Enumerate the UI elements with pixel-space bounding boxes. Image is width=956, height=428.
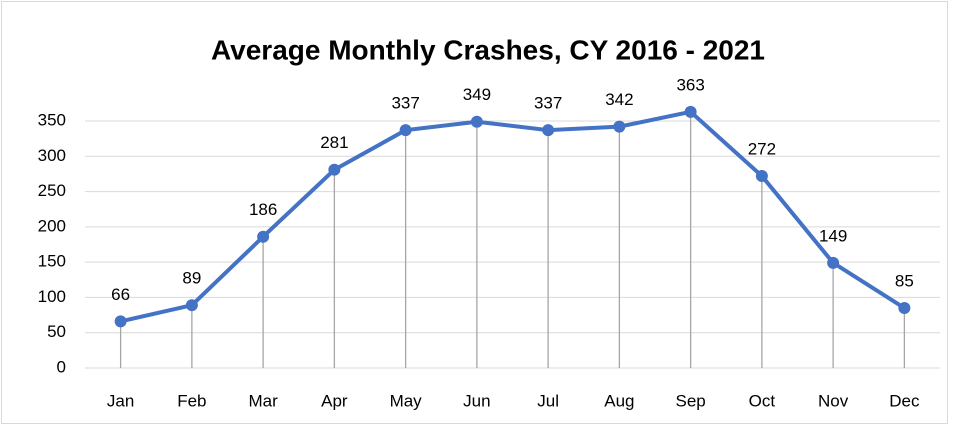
data-label: 66 <box>111 285 130 304</box>
marker <box>114 315 127 328</box>
x-tick-label: Sep <box>676 391 706 410</box>
marker <box>470 115 483 128</box>
data-label: 149 <box>819 226 847 245</box>
data-label: 281 <box>320 133 348 152</box>
y-tick-label: 250 <box>38 181 66 200</box>
marker <box>827 256 840 269</box>
x-tick-label: Jun <box>463 391 490 410</box>
y-tick-label: 300 <box>38 146 66 165</box>
chart-title: Average Monthly Crashes, CY 2016 - 2021 <box>211 34 765 65</box>
x-tick-label: Aug <box>604 391 634 410</box>
marker <box>257 230 270 243</box>
data-label: 85 <box>895 271 914 290</box>
x-tick-label: Jul <box>537 391 559 410</box>
marker <box>328 163 341 176</box>
y-tick-label: 0 <box>57 357 66 376</box>
y-tick-label: 350 <box>38 110 66 129</box>
data-label: 337 <box>534 94 562 113</box>
marker <box>684 105 697 118</box>
marker <box>185 299 198 312</box>
data-label: 349 <box>463 85 491 104</box>
x-tick-label: Jan <box>107 391 134 410</box>
data-label: 186 <box>249 200 277 219</box>
x-tick-label: May <box>390 391 423 410</box>
data-label: 363 <box>676 75 704 94</box>
data-label: 272 <box>748 140 776 159</box>
marker <box>542 124 555 137</box>
x-tick-label: Oct <box>749 391 776 410</box>
x-tick-label: Apr <box>321 391 348 410</box>
x-tick-label: Nov <box>818 391 849 410</box>
x-tick-label: Feb <box>177 391 206 410</box>
x-tick-label: Mar <box>248 391 278 410</box>
data-label: 89 <box>182 269 201 288</box>
marker <box>755 170 768 183</box>
y-tick-label: 100 <box>38 287 66 306</box>
marker <box>898 302 911 315</box>
y-tick-label: 200 <box>38 216 66 235</box>
marker <box>399 124 412 137</box>
data-label: 342 <box>605 90 633 109</box>
line <box>120 109 906 324</box>
y-tick-label: 150 <box>38 252 66 271</box>
x-tick-label: Dec <box>889 391 920 410</box>
data-label: 337 <box>391 94 419 113</box>
marker <box>613 120 626 133</box>
y-tick-label: 50 <box>47 322 66 341</box>
